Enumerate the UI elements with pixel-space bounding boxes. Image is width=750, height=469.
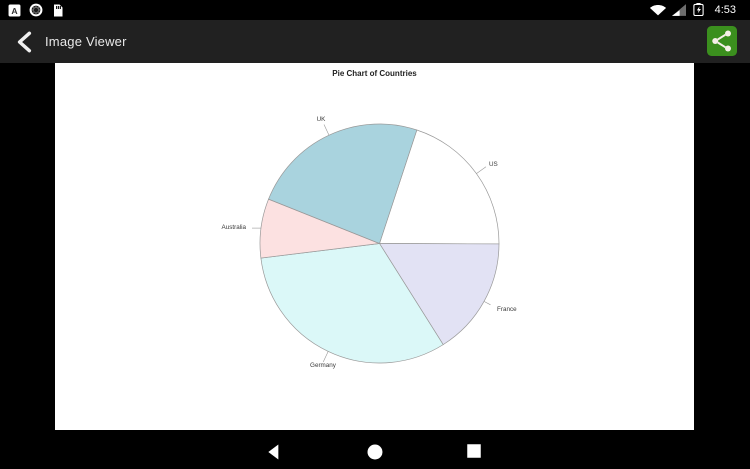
svg-text:Germany: Germany <box>310 362 337 369</box>
svg-text:UK: UK <box>317 116 327 123</box>
svg-text:Australia: Australia <box>222 224 247 231</box>
svg-text:US: US <box>489 161 498 168</box>
svg-text:France: France <box>497 306 517 313</box>
svg-text:A: A <box>11 5 18 15</box>
